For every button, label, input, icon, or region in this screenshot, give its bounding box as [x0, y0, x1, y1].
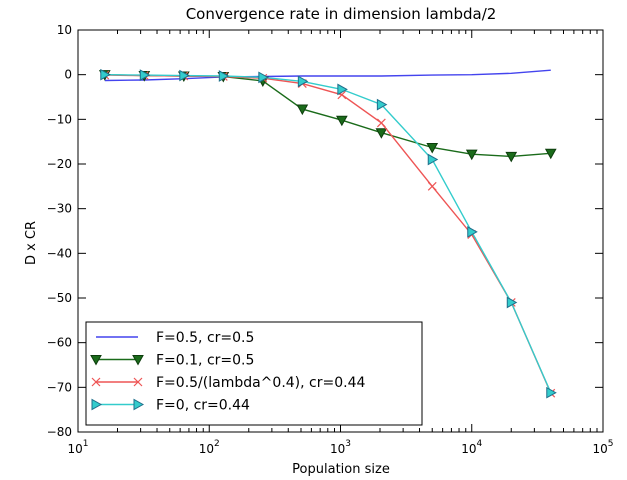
legend: F=0.5, cr=0.5 F=0.1, cr=0.5 F=0.5/(lambda^…	[85, 321, 423, 426]
series-4	[100, 68, 557, 399]
y-tick-label: −50	[47, 291, 72, 305]
data-point	[90, 355, 102, 366]
x-tick-label: 101	[67, 439, 88, 456]
data-point	[546, 386, 557, 399]
legend-item: F=0.5/(lambda^0.4), cr=0.44	[91, 375, 365, 391]
x-tick-label: 103	[330, 439, 351, 456]
series-2	[98, 70, 557, 163]
legend-label: F=0.5/(lambda^0.4), cr=0.44	[156, 375, 365, 391]
data-point	[544, 148, 557, 160]
x-tick-label: 102	[199, 439, 220, 456]
data-point	[218, 70, 230, 82]
chart-title: Convergence rate in dimension lambda/2	[186, 5, 497, 23]
x-axis-label: Population size	[292, 462, 390, 477]
y-tick-label: −70	[47, 380, 72, 394]
x-tick-label: 105	[592, 439, 613, 456]
data-point	[376, 118, 386, 128]
y-tick-label: 0	[64, 68, 72, 82]
y-tick-label: −80	[47, 425, 72, 439]
data-point	[427, 153, 439, 166]
data-point	[179, 69, 190, 82]
series-line	[104, 69, 551, 82]
legend-item: F=0.1, cr=0.5	[90, 353, 254, 369]
legend-box	[85, 321, 423, 426]
data-point	[91, 398, 103, 411]
data-point	[375, 128, 388, 139]
y-tick-label: −40	[47, 246, 72, 260]
legend-label: F=0.1, cr=0.5	[156, 353, 254, 369]
series-layer	[98, 68, 557, 399]
data-point	[336, 115, 348, 127]
legend-item: F=0, cr=0.44	[91, 398, 250, 414]
data-point	[100, 68, 111, 81]
data-point	[337, 83, 348, 96]
data-point	[505, 151, 518, 163]
data-point	[297, 75, 309, 88]
data-point	[258, 71, 269, 84]
ticks-layer: 101 102 103 104 105 10 0 −10 −20 −30 −40 −50 −60 −70 −…	[47, 23, 614, 456]
y-tick-label: −30	[47, 202, 72, 216]
data-point	[465, 149, 478, 161]
series-1	[104, 69, 551, 82]
data-point	[132, 355, 144, 366]
y-tick-label: −60	[47, 336, 72, 350]
legend-label: F=0, cr=0.44	[156, 398, 250, 414]
data-point	[506, 296, 518, 309]
x-tick-label: 104	[461, 439, 482, 456]
data-point	[427, 181, 437, 191]
data-point	[133, 398, 145, 411]
data-point	[139, 69, 151, 81]
legend-item: F=0.5, cr=0.5	[96, 330, 254, 346]
y-tick-label: 10	[57, 23, 72, 37]
data-point	[426, 142, 439, 154]
y-tick-label: −20	[47, 157, 72, 171]
data-point	[133, 377, 143, 387]
data-point	[91, 377, 101, 387]
series-line	[104, 74, 552, 393]
data-point	[376, 98, 388, 111]
data-point	[296, 104, 309, 116]
legend-label: F=0.5, cr=0.5	[156, 330, 254, 346]
y-tick-label: −10	[47, 112, 72, 126]
y-axis-label: D x CR	[24, 221, 39, 265]
data-point	[467, 226, 478, 238]
